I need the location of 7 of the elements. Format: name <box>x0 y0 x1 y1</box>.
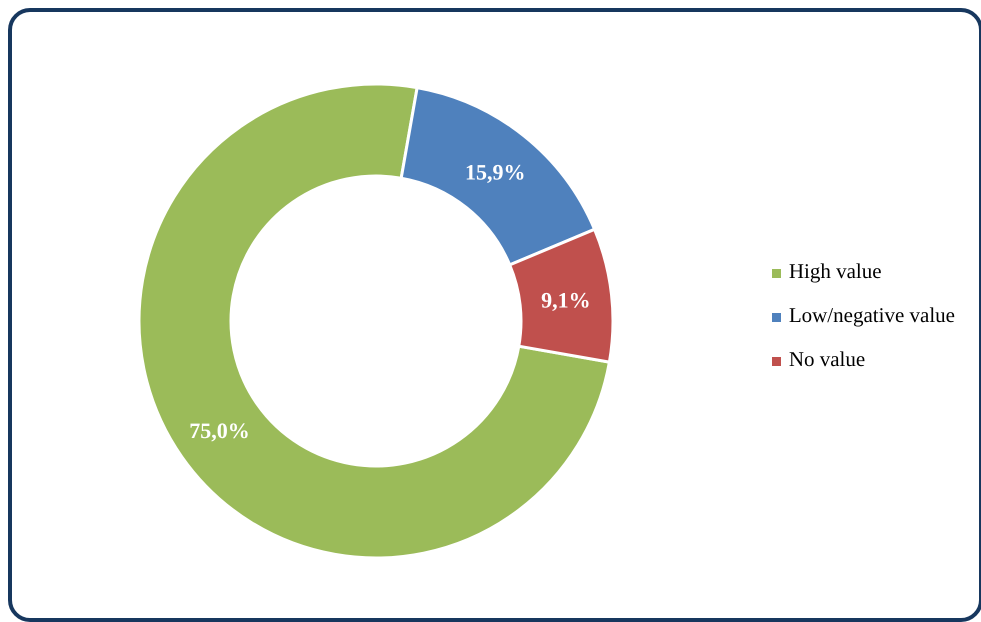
legend-label: High value <box>788 259 882 283</box>
legend-label: Low/negative value <box>788 303 955 327</box>
legend-label: No value <box>788 347 866 371</box>
data-label: 15,9% <box>464 159 526 184</box>
data-label: 9,1% <box>541 287 591 312</box>
donut-slice <box>138 82 611 560</box>
data-label: 75,0% <box>189 418 250 444</box>
